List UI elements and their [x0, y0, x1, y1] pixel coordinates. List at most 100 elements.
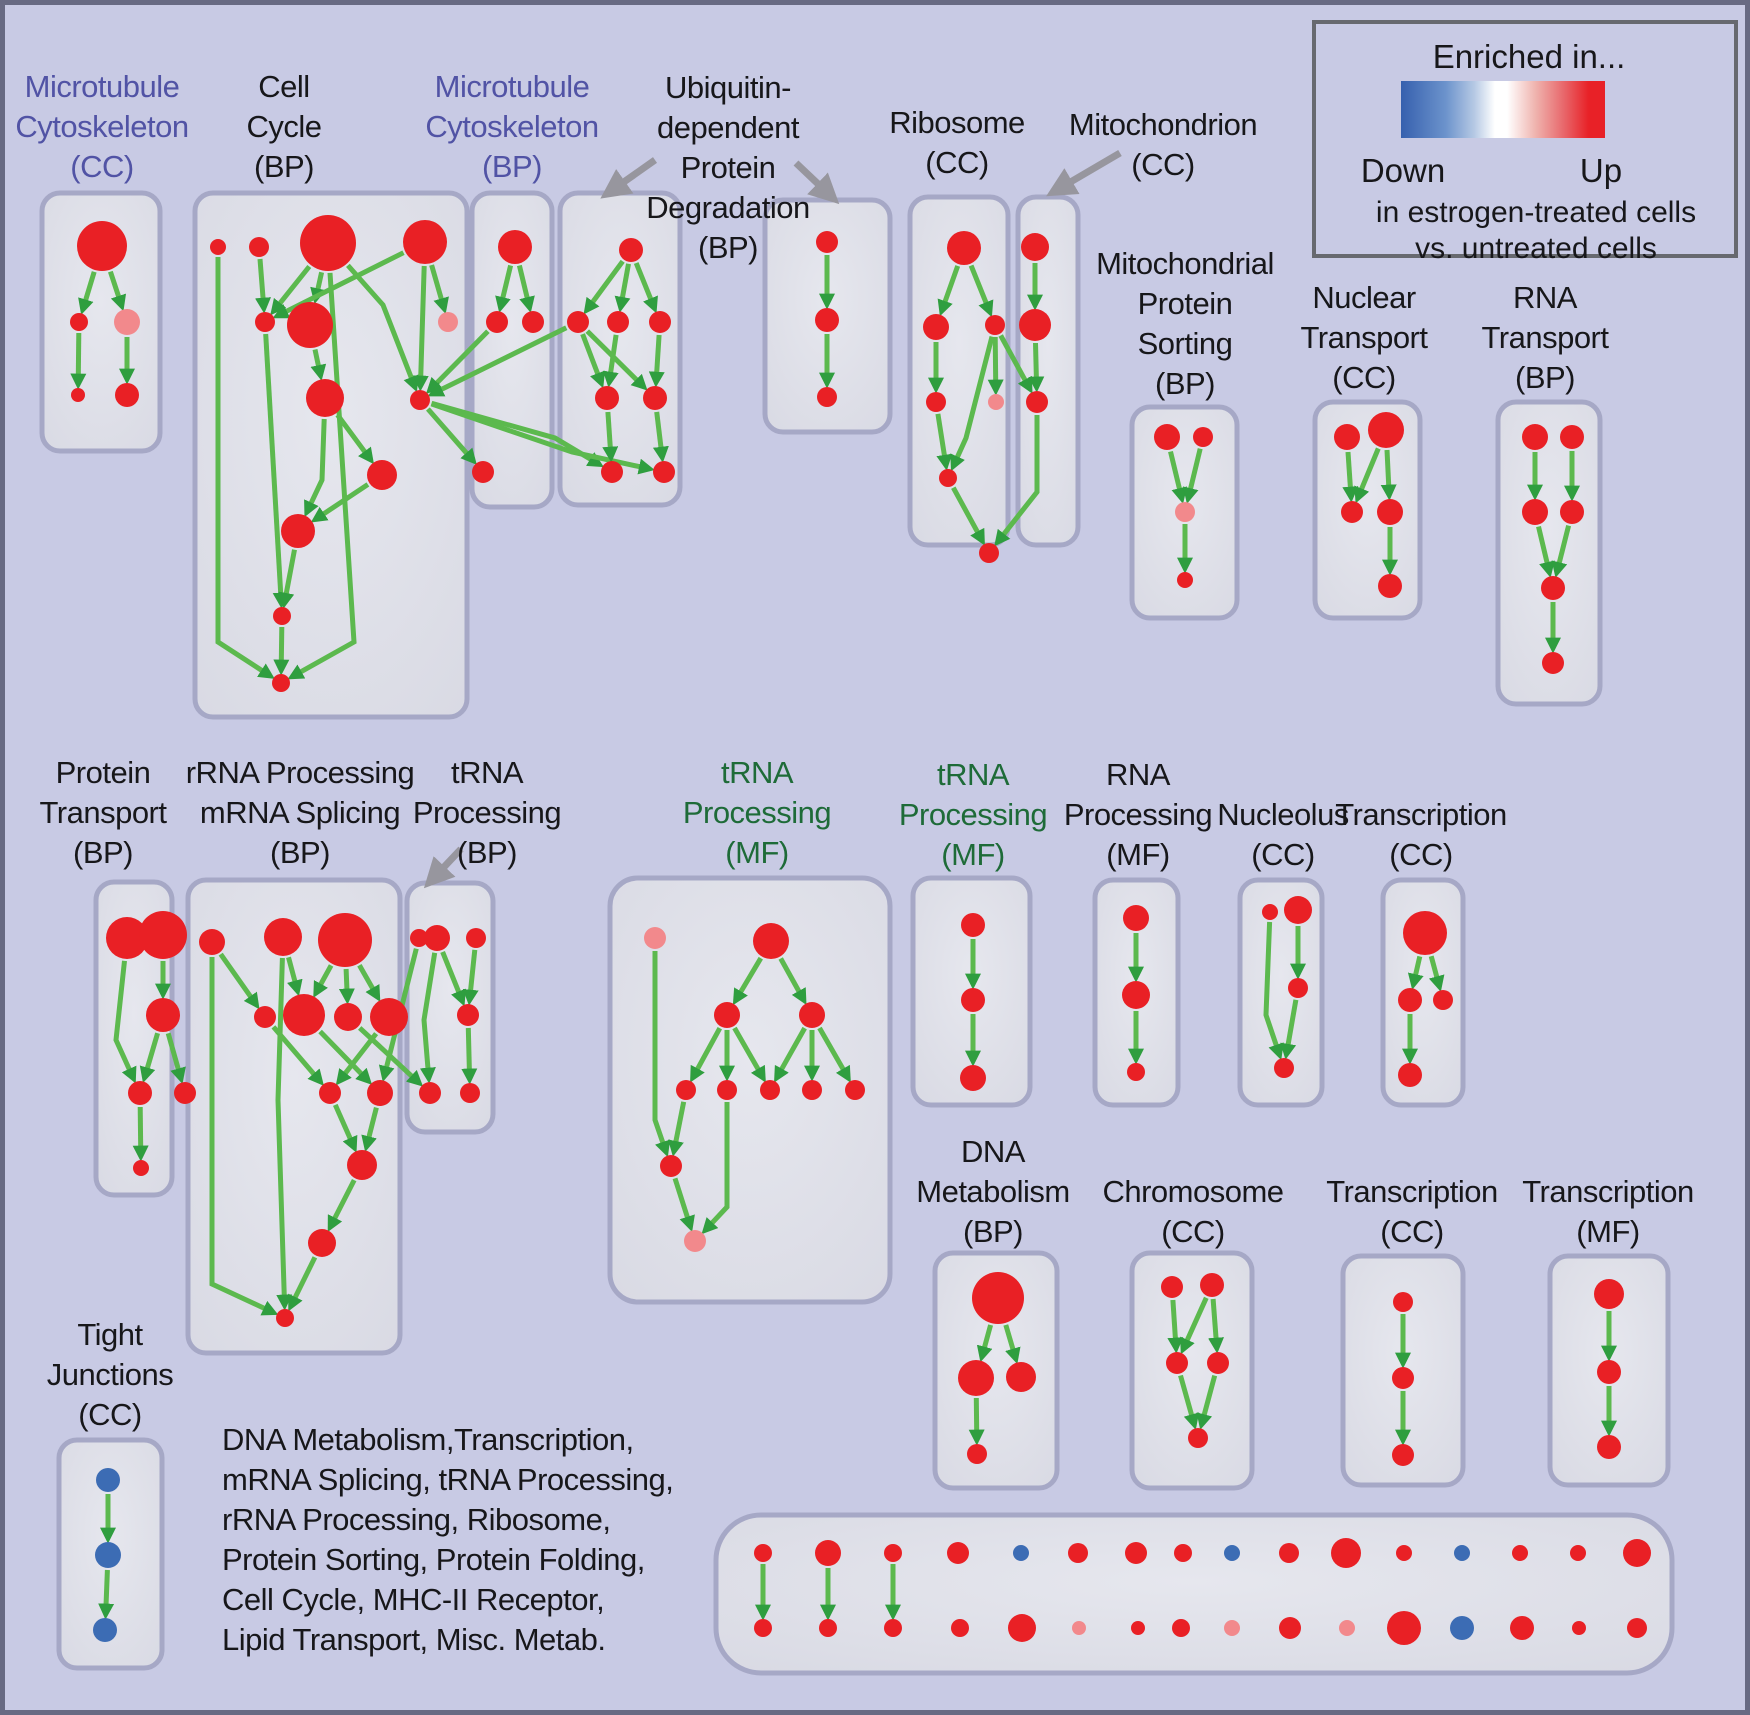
edge-arrow: [1263, 921, 1284, 1061]
edge-arrow: [817, 1026, 851, 1083]
go-term-node-K4b: [951, 1619, 969, 1637]
go-term-node-K13b: [1450, 1616, 1474, 1640]
edge-arrow: [1028, 342, 1045, 393]
cluster-box-misc-strip: [713, 1512, 1675, 1676]
edge-arrow: [732, 1026, 766, 1083]
cluster-label-trna-processing-mf-1: tRNA Processing (MF): [682, 755, 832, 870]
go-term-node-Y2: [264, 918, 302, 956]
go-term-node-U3: [1175, 502, 1195, 522]
legend-title: Enriched in...: [1432, 38, 1626, 75]
edge-arrow: [426, 407, 477, 465]
edge-arrow: [935, 413, 953, 471]
go-term-node-S4: [926, 392, 946, 412]
go-term-node-B2: [249, 237, 269, 257]
go-term-node-R3: [817, 387, 837, 407]
label-pointer-arrow-icon: [600, 157, 658, 199]
edge-arrow: [318, 1029, 373, 1085]
go-term-node-Y3: [318, 913, 372, 967]
edge-arrow: [333, 1103, 358, 1153]
go-term-node-Z5: [460, 1083, 480, 1103]
misc-clusters-note: DNA Metabolism,Transcription, mRNA Splic…: [222, 1422, 674, 1657]
edge-arrow: [429, 264, 449, 314]
go-term-node-X4: [128, 1081, 152, 1105]
edge-arrow: [132, 1106, 149, 1162]
go-term-node-P2: [486, 311, 508, 333]
go-term-node-M10: [660, 1155, 682, 1177]
cluster-label-microtubule-cytoskeleton-bp: Microtubule Cytoskeleton (BP): [425, 69, 599, 184]
edge-arrow: [263, 333, 289, 609]
go-term-node-E3: [1392, 1444, 1414, 1466]
label-pointer-arrow-icon: [793, 160, 840, 205]
go-term-node-T3: [1026, 391, 1048, 413]
go-term-node-V4: [1377, 499, 1403, 525]
edge-arrow: [633, 262, 658, 314]
edge-arrow: [987, 336, 1004, 396]
go-term-node-N1: [961, 913, 985, 937]
edge-arrow: [1342, 451, 1359, 503]
go-term-node-H4: [1398, 1063, 1422, 1087]
edge-arrow: [668, 1101, 687, 1157]
edge-arrow: [272, 250, 405, 319]
edge-arrow: [440, 950, 466, 1007]
cluster-box-dna-metabolism: [932, 1250, 1060, 1491]
edge-arrow: [648, 334, 665, 388]
edge-arrow: [1551, 524, 1572, 578]
edge-arrow: [288, 1256, 318, 1312]
edge-arrow: [701, 1102, 730, 1235]
go-term-node-D1: [972, 1272, 1024, 1324]
edge-arrow: [113, 960, 137, 1084]
edge-arrow: [1182, 448, 1203, 504]
go-term-node-N3: [960, 1065, 986, 1091]
cluster-label-nucleolus-cc: Nucleolus (CC): [1217, 797, 1349, 872]
go-term-node-K2b: [819, 1619, 837, 1637]
go-term-node-K16t: [1623, 1539, 1651, 1567]
edge-arrow: [951, 486, 985, 546]
go-term-node-H2: [1398, 988, 1422, 1012]
go-term-node-K14b: [1510, 1616, 1534, 1640]
go-term-node-Z2: [466, 928, 486, 948]
go-term-node-Y8: [370, 998, 408, 1036]
cluster-box-ribosome: [907, 194, 1011, 548]
cluster-label-dna-metabolism-bp: DNA Metabolism (BP): [916, 1134, 1070, 1249]
go-term-node-O3: [1127, 1063, 1145, 1081]
go-term-node-T1: [1021, 233, 1049, 261]
go-term-node-G2: [1284, 896, 1312, 924]
go-term-node-B7: [438, 312, 458, 332]
cluster-label-microtubule-cytoskeleton-cc: Microtubule Cytoskeleton (CC): [15, 69, 189, 184]
go-term-node-K15b: [1572, 1621, 1586, 1635]
go-term-node-E2: [1392, 1367, 1414, 1389]
edge-arrow: [278, 549, 297, 609]
edge-arrow: [602, 411, 619, 463]
cluster-label-cell-cycle-bp: Cell Cycle (BP): [246, 69, 322, 184]
go-term-node-Z1: [424, 925, 450, 951]
cluster-label-mitochondrial-protein-sorting-bp: Mitochondrial Protein Sorting (BP): [1096, 246, 1274, 401]
edge-arrow: [1428, 955, 1445, 992]
edge-arrow: [430, 401, 655, 475]
go-term-node-Y1: [199, 929, 225, 955]
go-term-node-S2: [923, 314, 949, 340]
go-term-node-M11: [684, 1230, 706, 1252]
edge-arrow: [346, 263, 419, 393]
edge-arrow: [585, 329, 648, 391]
go-term-node-O1: [1123, 905, 1149, 931]
edge-arrow: [165, 1032, 186, 1084]
edge-arrow: [338, 968, 355, 1005]
go-term-node-G3: [1288, 978, 1308, 998]
edge-arrow: [652, 411, 669, 463]
go-term-node-Y11: [367, 1080, 393, 1106]
go-term-node-M7: [760, 1080, 780, 1100]
go-term-node-K9t: [1224, 1545, 1240, 1561]
go-term-node-K10b: [1279, 1617, 1301, 1639]
go-term-node-G1: [1262, 904, 1278, 920]
edge-arrow: [286, 956, 303, 997]
cluster-box-chromosome: [1129, 1250, 1255, 1491]
go-term-node-N2: [961, 988, 985, 1012]
edge-arrow: [1280, 999, 1299, 1060]
go-term-node-J1: [96, 1468, 120, 1492]
cluster-box-nuclear-transport: [1312, 399, 1423, 621]
edge-arrow: [255, 258, 271, 314]
cluster-label-trna-processing-bp: tRNA Processing (BP): [412, 755, 562, 870]
go-term-node-E1: [1393, 1292, 1413, 1312]
edge-arrow: [462, 949, 479, 1006]
edge-arrow: [273, 626, 290, 676]
